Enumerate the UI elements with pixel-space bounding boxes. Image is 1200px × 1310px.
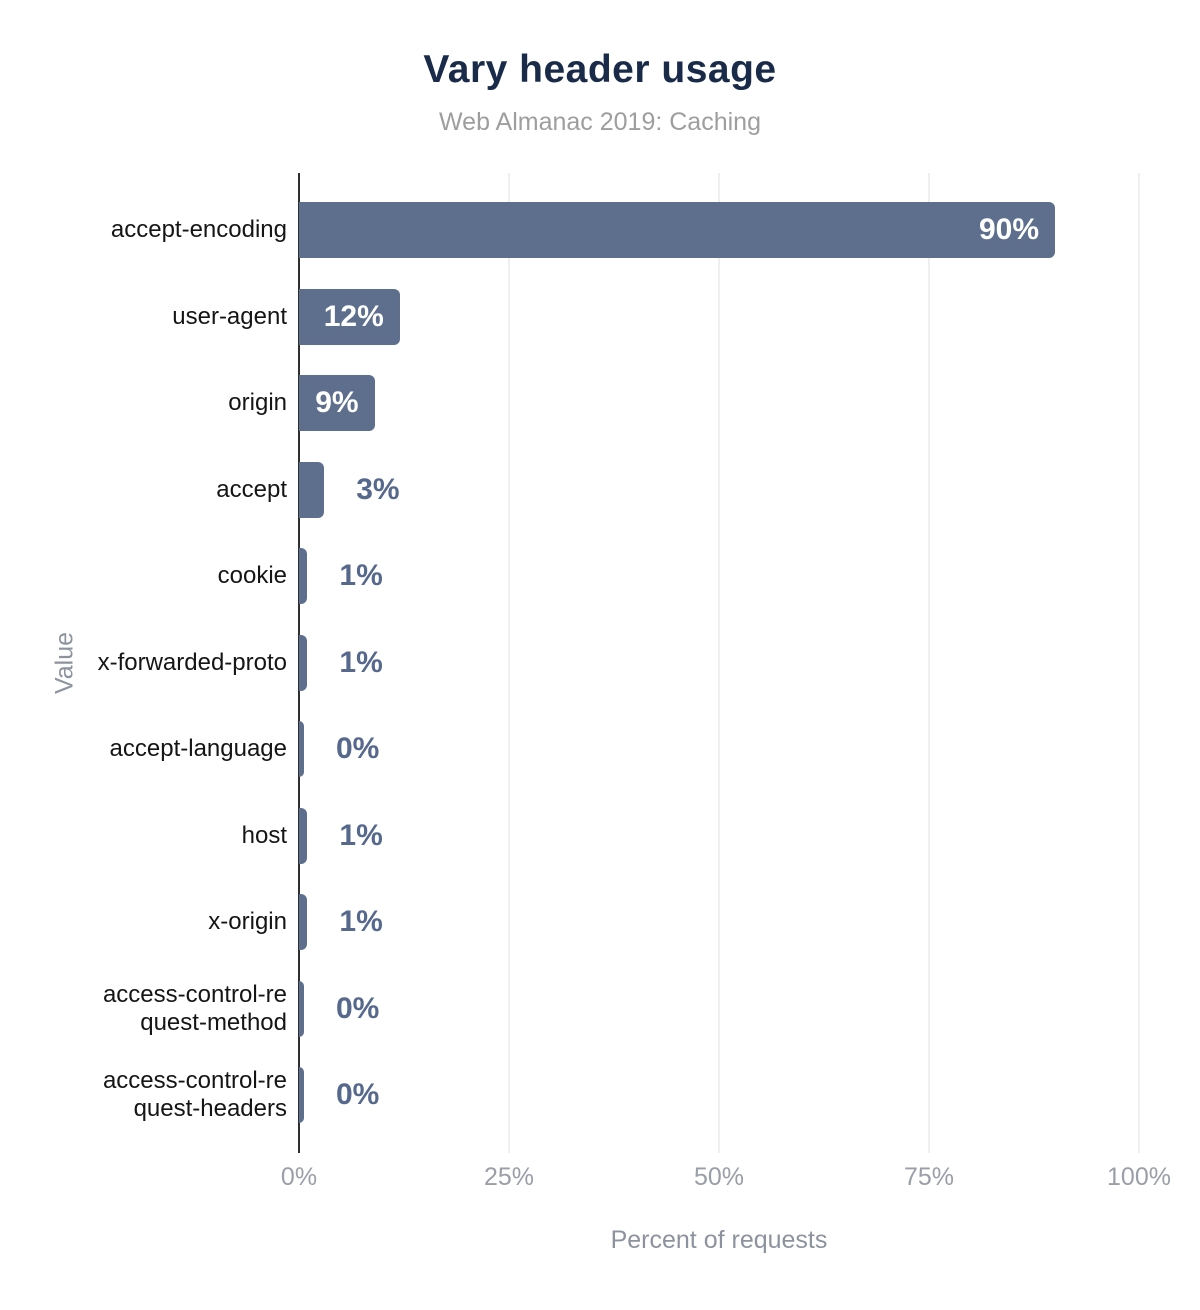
category-label: x-origin — [208, 908, 287, 936]
bar-value-label: 0% — [336, 1078, 380, 1112]
bar-x-origin[interactable] — [299, 894, 308, 951]
grid-line — [928, 173, 930, 1153]
bar-row: 90% — [299, 187, 1139, 274]
x-axis-title: Percent of requests — [610, 1226, 828, 1254]
category-label: x-forwarded-proto — [97, 648, 287, 676]
chart-title: Vary header usage — [423, 48, 777, 91]
category-axis: accept-encoding user-agent origin accept coo… — [75, 187, 287, 1139]
category-label: accept — [216, 475, 287, 503]
bar-value-label: 1% — [339, 818, 383, 852]
bar-host[interactable] — [299, 807, 308, 864]
bar-access-control-request-method[interactable] — [299, 980, 304, 1037]
x-tick-label: 50% — [693, 1163, 745, 1191]
bar-row: 0% — [299, 966, 1139, 1053]
bar-value-label: 12% — [323, 299, 384, 333]
category-label: access-control-re quest-method — [102, 980, 287, 1036]
bar-value-label: 1% — [339, 645, 383, 679]
category-label: user-agent — [172, 302, 287, 330]
bar-row: 1% — [299, 620, 1139, 707]
bar-row: 12% — [299, 274, 1139, 361]
bar-row: 1% — [299, 879, 1139, 966]
grid-line — [718, 173, 720, 1153]
bar-series: 90% 12% 9% 3% 1% 1% 0% 1% 1% 0% 0% — [299, 187, 1139, 1139]
bar-row: 0% — [299, 706, 1139, 793]
x-tick-label: 25% — [483, 1163, 535, 1191]
bar-user-agent[interactable]: 12% — [299, 288, 400, 345]
bar-value-label: 9% — [315, 386, 359, 420]
bar-x-forwarded-proto[interactable] — [299, 634, 308, 691]
category-label: accept-encoding — [110, 216, 287, 244]
bar-cookie[interactable] — [299, 548, 308, 605]
bar-row: 1% — [299, 793, 1139, 880]
bar-row: 9% — [299, 360, 1139, 447]
category-label: origin — [228, 389, 287, 417]
category-label: accept-language — [109, 735, 287, 763]
grid-line — [1138, 173, 1140, 1153]
grid-line — [508, 173, 510, 1153]
bar-row: 3% — [299, 447, 1139, 534]
category-label: host — [241, 821, 287, 849]
bar-access-control-request-headers[interactable] — [299, 1067, 304, 1124]
bar-accept-encoding[interactable]: 90% — [299, 202, 1055, 259]
bar-accept-language[interactable] — [299, 721, 304, 778]
chart-subtitle: Web Almanac 2019: Caching — [439, 108, 761, 136]
bar-accept[interactable] — [299, 461, 325, 518]
x-tick-label: 75% — [903, 1163, 955, 1191]
bar-value-label: 0% — [336, 991, 380, 1025]
bar-row: 1% — [299, 533, 1139, 620]
bar-value-label: 3% — [356, 472, 400, 506]
category-label: access-control-re quest-headers — [102, 1067, 287, 1123]
bar-row: 0% — [299, 1052, 1139, 1139]
x-tick-label: 100% — [1107, 1163, 1171, 1191]
category-label: cookie — [217, 562, 287, 590]
x-tick-label: 0% — [280, 1163, 318, 1191]
bar-origin[interactable]: 9% — [299, 375, 375, 432]
bar-value-label: 1% — [339, 559, 383, 593]
bar-value-label: 0% — [336, 732, 380, 766]
bar-value-label: 90% — [978, 213, 1039, 247]
x-axis-ticks: 0% 25% 50% 75% 100% — [0, 1163, 1200, 1193]
bar-value-label: 1% — [339, 905, 383, 939]
